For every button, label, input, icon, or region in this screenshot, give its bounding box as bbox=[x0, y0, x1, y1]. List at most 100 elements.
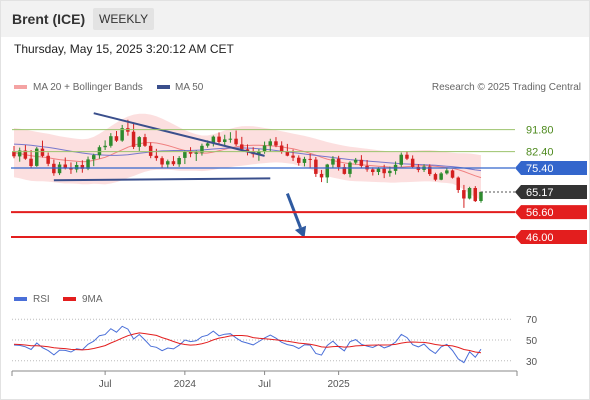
candle-body bbox=[143, 137, 147, 146]
bollinger-legend-swatch bbox=[14, 85, 27, 89]
candle-body bbox=[234, 138, 238, 145]
candle-body bbox=[131, 131, 136, 147]
candle-body bbox=[291, 155, 295, 158]
candle-body bbox=[359, 159, 364, 166]
candle-body bbox=[479, 191, 483, 201]
candle-body bbox=[177, 158, 181, 165]
candle-body bbox=[137, 137, 141, 147]
candle-body bbox=[92, 155, 96, 160]
levels-layer: 91.80 82.40 75.40 65.17 56.60 46.00 bbox=[11, 125, 587, 244]
rsi-legend-swatch bbox=[14, 297, 27, 301]
candle-body bbox=[410, 158, 415, 167]
candle-body bbox=[336, 158, 341, 168]
period-button[interactable]: WEEKLY bbox=[93, 8, 155, 30]
candle-body bbox=[462, 190, 466, 199]
candle-body bbox=[433, 174, 438, 180]
candle-body bbox=[473, 188, 477, 202]
resistance-level-label: 91.80 bbox=[526, 125, 554, 137]
pivot-level-label: 75.40 bbox=[526, 163, 554, 175]
candle-body bbox=[40, 148, 45, 156]
rsi-legend-label: RSI bbox=[33, 294, 50, 305]
x-axis: Jul 2024 Jul 2025 bbox=[11, 370, 518, 390]
instrument-name: Brent (ICE) bbox=[12, 11, 86, 27]
candle-body bbox=[17, 150, 22, 157]
candle-body bbox=[388, 170, 392, 174]
support-level-badge bbox=[515, 205, 587, 220]
trend-line bbox=[53, 177, 271, 182]
forecast-arrow-shaft bbox=[285, 193, 302, 229]
chart-header: Brent (ICE) WEEKLY bbox=[1, 1, 589, 37]
candle-body bbox=[148, 145, 153, 156]
candle-body bbox=[171, 161, 176, 165]
candle-body bbox=[279, 145, 284, 152]
candle-body bbox=[80, 165, 85, 169]
candle-body bbox=[245, 149, 250, 152]
candle-body bbox=[200, 145, 204, 153]
bollinger-band bbox=[14, 113, 481, 201]
candle-body bbox=[371, 169, 375, 172]
candle-body bbox=[183, 151, 187, 158]
bollinger-legend-label: MA 20 + Bollinger Bands bbox=[33, 82, 143, 93]
candle-body bbox=[194, 152, 198, 154]
rsi-tick-label: 30 bbox=[526, 357, 538, 368]
rsi-ma-legend-swatch bbox=[63, 297, 76, 301]
candle-body bbox=[268, 141, 272, 146]
candle-body bbox=[331, 158, 335, 165]
support-level-badge bbox=[515, 229, 587, 244]
candle-body bbox=[217, 136, 221, 142]
candle-body bbox=[29, 158, 33, 166]
candle-body bbox=[103, 145, 107, 148]
candle-body bbox=[109, 136, 113, 146]
x-axis-tick-label: Jul bbox=[99, 379, 112, 390]
candle-body bbox=[74, 165, 79, 170]
candle-body bbox=[228, 138, 233, 140]
candle-body bbox=[428, 166, 432, 175]
x-axis-tick-label: Jul bbox=[258, 379, 271, 390]
candle-body bbox=[456, 177, 460, 190]
pivot-level-badge bbox=[515, 161, 587, 176]
candle-body bbox=[319, 173, 324, 178]
resistance-level-label: 82.40 bbox=[526, 147, 554, 159]
candle-body bbox=[57, 164, 62, 174]
candle-body bbox=[342, 167, 347, 174]
candle-body bbox=[23, 150, 28, 159]
candle-body bbox=[257, 151, 261, 155]
candle-body bbox=[223, 139, 227, 142]
support-level-label: 56.60 bbox=[526, 207, 554, 219]
x-axis-tick-label: 2024 bbox=[174, 379, 197, 390]
candle-body bbox=[382, 168, 386, 174]
candle-body bbox=[405, 154, 409, 159]
candle-body bbox=[160, 158, 164, 165]
price-panel bbox=[12, 112, 483, 239]
timestamp: Thursday, May 15, 2025 3:20:12 AM CET bbox=[14, 42, 234, 56]
candle-body bbox=[240, 144, 244, 150]
candle-body bbox=[439, 173, 443, 180]
candle-body bbox=[114, 136, 119, 141]
candle-body bbox=[69, 168, 73, 170]
candle-body bbox=[166, 161, 170, 165]
candle-body bbox=[262, 145, 267, 152]
candle-body bbox=[450, 170, 455, 178]
rsi-line bbox=[13, 325, 482, 364]
candle-body bbox=[325, 164, 329, 178]
candle-body bbox=[154, 155, 159, 159]
candle-body bbox=[445, 170, 449, 174]
support-level-label: 46.00 bbox=[526, 232, 554, 244]
candle-body bbox=[399, 154, 403, 165]
ma50-legend-swatch bbox=[157, 85, 170, 89]
rsi-tick-label: 50 bbox=[526, 336, 538, 347]
credit-text: Research © 2025 Trading Central bbox=[432, 82, 581, 93]
candle-body bbox=[297, 157, 301, 163]
candle-body bbox=[314, 159, 318, 174]
candle-body bbox=[188, 151, 193, 154]
forecast-arrow-head bbox=[294, 225, 307, 239]
current-price-label: 65.17 bbox=[526, 187, 554, 199]
candle-body bbox=[353, 159, 358, 163]
candle-body bbox=[376, 168, 381, 172]
candle-body bbox=[12, 151, 16, 157]
candle-body bbox=[302, 158, 307, 163]
rsi-tick-label: 70 bbox=[526, 315, 538, 326]
current-price-badge bbox=[515, 185, 587, 200]
